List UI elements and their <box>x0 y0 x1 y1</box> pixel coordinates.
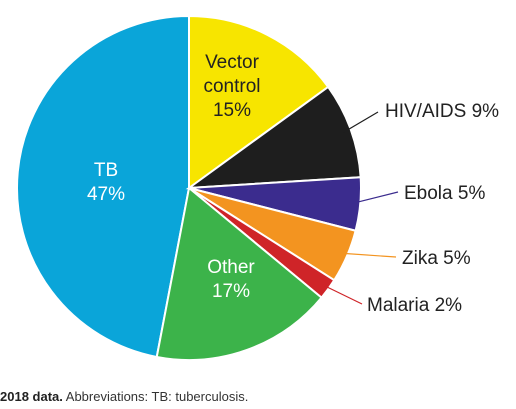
caption-text: Abbreviations: TB: tuberculosis. <box>62 389 249 404</box>
slice-tb <box>16 14 190 359</box>
label-other: Other 17% <box>207 257 255 302</box>
label-malaria: Malaria 2% <box>367 295 462 316</box>
figure-caption: 2018 data. Abbreviations: TB: tuberculos… <box>0 389 248 404</box>
slice-labels: TB 47% Vector control 15% HIV/AIDS 9% Ebola 5%… <box>87 52 499 316</box>
leader-line-hiv-aids <box>342 111 379 133</box>
label-ebola: Ebola 5% <box>404 183 485 204</box>
slice-other <box>155 186 323 361</box>
leader-line-malaria <box>321 283 363 305</box>
label-tb: TB 47% <box>87 160 125 205</box>
leader-line-zika <box>339 252 397 258</box>
leader-lines <box>321 111 399 305</box>
caption-bold: 2018 data. <box>0 389 63 404</box>
leader-line-ebola <box>352 191 399 205</box>
pie-chart: TB 47% Vector control 15% HIV/AIDS 9% Ebola 5%… <box>16 14 499 361</box>
slice-hiv-aids <box>185 85 362 190</box>
slice-vector-control <box>188 14 330 190</box>
label-vector-control: Vector control 15% <box>203 52 260 121</box>
label-zika: Zika 5% <box>402 248 471 269</box>
pie-slices <box>16 14 362 361</box>
label-hiv-aids: HIV/AIDS 9% <box>385 101 499 122</box>
